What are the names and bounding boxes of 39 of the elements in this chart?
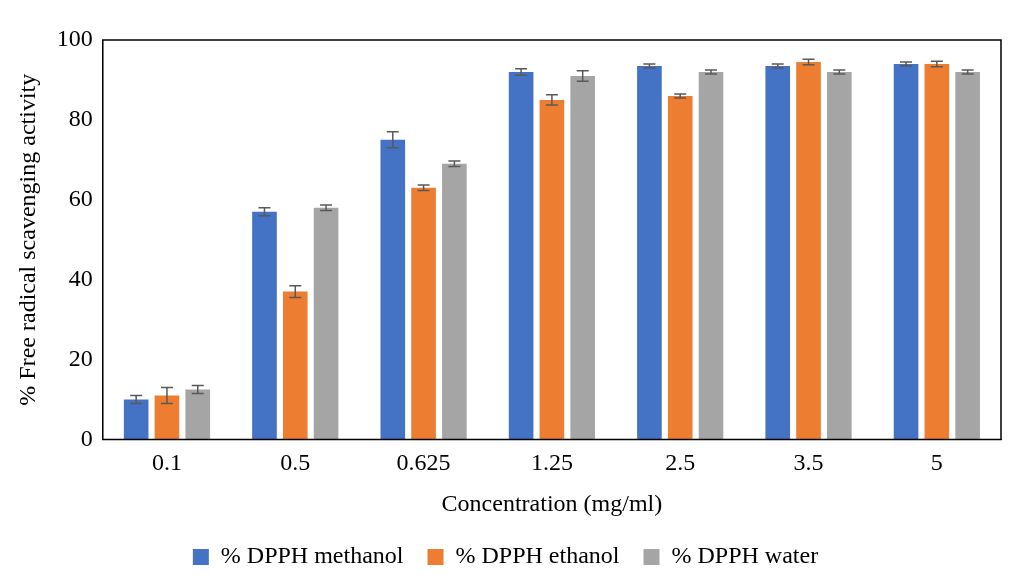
x-tick-label: 3.5 xyxy=(793,449,824,476)
y-tick-label: 80 xyxy=(68,105,93,132)
y-tick-label: 60 xyxy=(68,185,93,212)
y-tick-label: 100 xyxy=(56,25,93,52)
bar xyxy=(827,71,852,440)
y-axis-title: % Free radical scavenging activity xyxy=(13,73,40,406)
bar xyxy=(796,61,821,440)
x-tick-label: 5 xyxy=(930,449,943,476)
x-tick-label: 0.625 xyxy=(396,449,451,476)
x-tick-label: 1.25 xyxy=(530,449,573,476)
bar xyxy=(380,139,406,440)
y-tick-label: 0 xyxy=(80,424,93,451)
bar xyxy=(698,71,724,440)
legend-label: % DPPH methanol xyxy=(220,542,404,569)
x-tick-label: 0.1 xyxy=(151,449,182,476)
bar xyxy=(442,163,467,440)
bar xyxy=(411,187,436,440)
bar xyxy=(508,71,534,440)
y-tick-label: 20 xyxy=(68,344,93,371)
bar xyxy=(154,395,180,440)
bar xyxy=(667,95,693,440)
bar xyxy=(123,399,149,440)
bar xyxy=(637,65,662,440)
bar xyxy=(313,207,339,440)
bar xyxy=(955,71,980,440)
y-tick-label: 40 xyxy=(68,264,93,291)
bar xyxy=(924,63,950,440)
x-tick-label: 0.5 xyxy=(280,449,311,476)
bar xyxy=(185,389,211,440)
bar xyxy=(765,65,791,440)
bar xyxy=(252,211,277,440)
bar xyxy=(893,63,919,440)
legend-label: % DPPH ethanol xyxy=(455,542,620,569)
bar xyxy=(282,291,308,440)
legend-label: % DPPH water xyxy=(671,542,819,569)
x-tick-label: 2.5 xyxy=(665,449,696,476)
bar xyxy=(539,99,565,440)
bar xyxy=(570,75,596,440)
x-axis-title: Concentration (mg/ml) xyxy=(441,489,663,516)
